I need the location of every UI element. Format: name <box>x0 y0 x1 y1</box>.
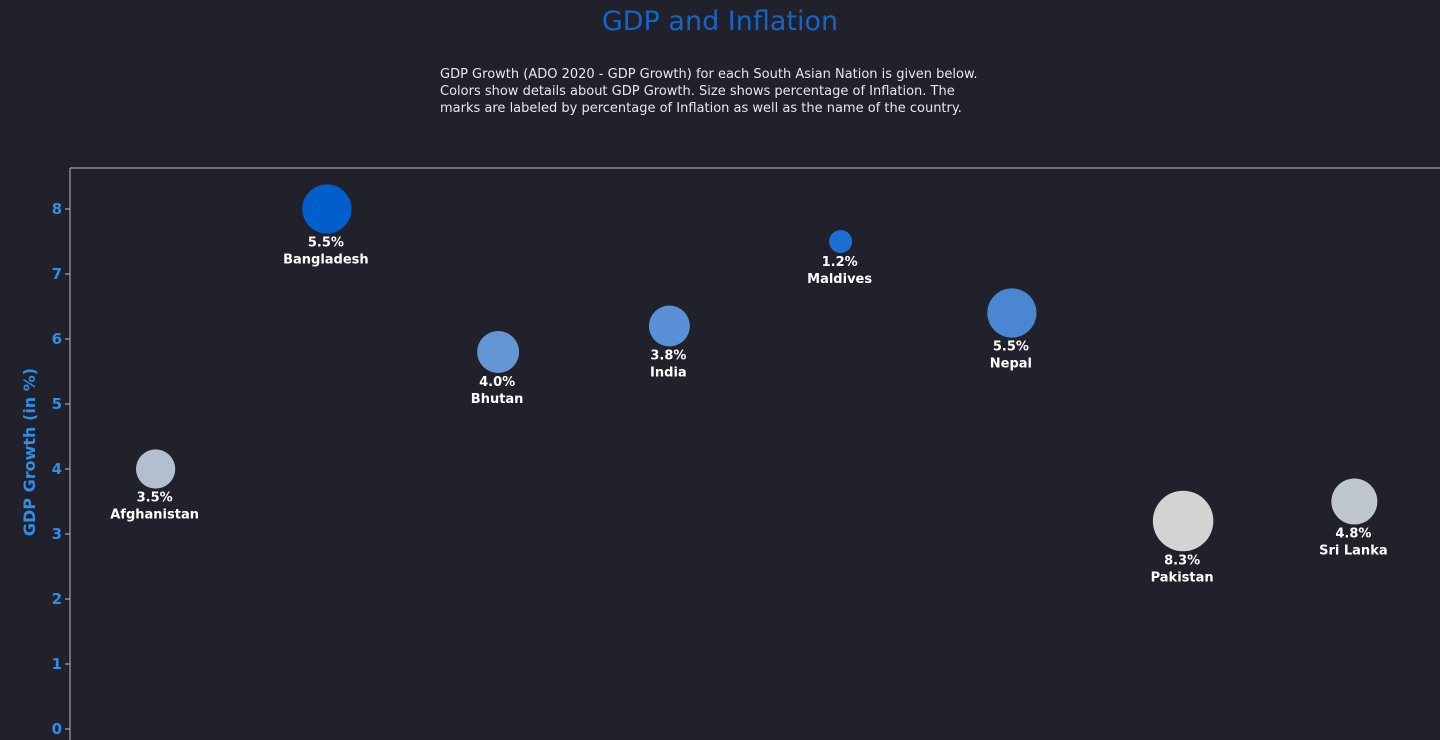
description-line: marks are labeled by percentage of Infla… <box>440 101 962 116</box>
chart-title: GDP and Inflation <box>601 6 839 37</box>
y-tick-label: 7 <box>52 265 62 283</box>
inflation-label: 1.2% <box>822 255 858 270</box>
country-label: Bangladesh <box>283 253 369 268</box>
country-label: Maldives <box>807 272 872 287</box>
country-label: Sri Lanka <box>1319 544 1388 559</box>
y-tick-label: 8 <box>52 200 62 218</box>
inflation-label: 5.5% <box>308 236 344 251</box>
inflation-label: 4.8% <box>1335 527 1371 542</box>
inflation-label: 3.8% <box>650 348 686 363</box>
data-point: 4.0% Bhutan <box>471 331 524 407</box>
description-line: Colors show details about GDP Growth. Si… <box>440 84 955 99</box>
data-point: 1.2% Maldives <box>807 229 872 287</box>
country-label: Afghanistan <box>110 508 199 523</box>
data-point: 3.8% India <box>648 305 690 380</box>
country-label: Nepal <box>990 357 1032 372</box>
data-point: 4.8% Sri Lanka <box>1319 478 1388 559</box>
bubble-mark <box>648 305 690 347</box>
country-label: Pakistan <box>1151 570 1214 585</box>
inflation-label: 8.3% <box>1164 553 1200 568</box>
bubble-mark <box>477 331 520 373</box>
bubble-mark <box>987 288 1037 338</box>
bubble-mark <box>1331 478 1378 525</box>
data-point: 3.5% Afghanistan <box>110 449 199 523</box>
inflation-label: 4.0% <box>479 375 515 390</box>
inflation-label: 3.5% <box>137 491 173 506</box>
bubble-mark <box>302 184 352 234</box>
data-point: 8.3% Pakistan <box>1151 490 1214 585</box>
chart-description: GDP Growth (ADO 2020 - GDP Growth) for e… <box>440 66 1020 117</box>
data-point: 5.5% Nepal <box>987 288 1037 372</box>
y-tick-label: 4 <box>52 460 62 478</box>
axis-layer: 0 1 2 3 4 5 6 7 8 GDP Growth (in %) <box>20 167 1440 740</box>
y-tick-label: 6 <box>52 330 62 348</box>
y-tick-label: 5 <box>52 395 62 413</box>
country-label: India <box>650 365 687 380</box>
bubble-mark <box>135 449 176 489</box>
marks-layer: 3.5% Afghanistan 5.5% Bangladesh 4.0% Bhutan 3… <box>110 184 1388 585</box>
y-axis-title: GDP Growth (in %) <box>20 368 39 536</box>
bubble-mark <box>1152 490 1214 552</box>
bubble-mark <box>829 229 853 254</box>
y-tick-label: 2 <box>52 590 62 608</box>
y-tick-label: 0 <box>52 720 62 738</box>
inflation-label: 5.5% <box>993 340 1029 355</box>
y-tick-label: 3 <box>52 525 62 543</box>
y-tick-label: 1 <box>52 655 62 673</box>
country-label: Bhutan <box>471 392 524 407</box>
description-line: GDP Growth (ADO 2020 - GDP Growth) for e… <box>440 67 978 82</box>
data-point: 5.5% Bangladesh <box>283 184 369 268</box>
